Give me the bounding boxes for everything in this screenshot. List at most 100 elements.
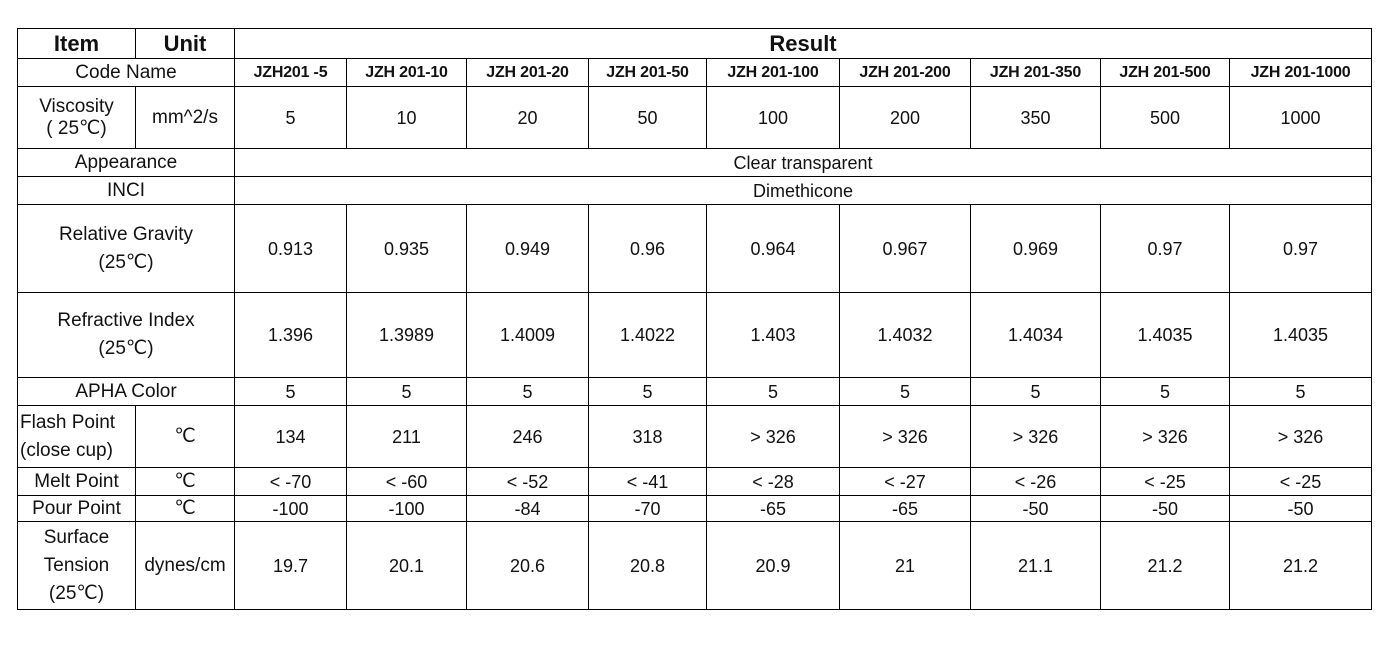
relative-gravity-cell: 0.97 xyxy=(1228,204,1373,293)
melt-point-cell: < -25 xyxy=(1228,467,1373,496)
pour-point-row: Pour Point ℃ -100 -100 -84 -70 -65 -65 -… xyxy=(17,495,1373,522)
pour-point-cell: -70 xyxy=(588,495,707,522)
inci-label: INCI xyxy=(17,176,235,205)
viscosity-cell: 5 xyxy=(234,86,347,149)
pour-point-cell: -50 xyxy=(970,495,1101,522)
flash-point-cell: > 326 xyxy=(1100,405,1230,468)
pour-point-cell: -100 xyxy=(234,495,347,522)
viscosity-label-line2: ( 25℃) xyxy=(46,117,107,139)
viscosity-cell: 50 xyxy=(588,86,707,149)
viscosity-cell: 20 xyxy=(466,86,589,149)
melt-point-label: Melt Point xyxy=(17,467,136,496)
refractive-index-cell: 1.4009 xyxy=(466,292,589,378)
relative-gravity-cell: 0.969 xyxy=(970,204,1101,293)
flash-point-cell: > 326 xyxy=(706,405,840,468)
pour-point-cell: -100 xyxy=(346,495,467,522)
relative-gravity-row: Relative Gravity (25℃) 0.913 0.935 0.949… xyxy=(17,204,1373,293)
surface-tension-cell: 20.8 xyxy=(588,521,707,610)
melt-point-cell: < -25 xyxy=(1100,467,1230,496)
flash-point-cell: 318 xyxy=(588,405,707,468)
appearance-row: Appearance Clear transparent xyxy=(17,148,1373,177)
viscosity-cell: 200 xyxy=(839,86,971,149)
apha-color-cell: 5 xyxy=(970,377,1101,406)
refractive-index-cell: 1.403 xyxy=(706,292,840,378)
refractive-index-row: Refractive Index (25℃) 1.396 1.3989 1.40… xyxy=(17,292,1373,378)
surface-tension-cell: 19.7 xyxy=(234,521,347,610)
refractive-index-cell: 1.396 xyxy=(234,292,347,378)
code-cell: JZH 201-500 xyxy=(1100,58,1230,87)
code-cell: JZH 201-200 xyxy=(839,58,971,87)
code-cell: JZH 201-100 xyxy=(706,58,840,87)
header-unit: Unit xyxy=(135,28,235,59)
melt-point-cell: < -27 xyxy=(839,467,971,496)
relative-gravity-label: Relative Gravity (25℃) xyxy=(17,204,235,293)
flash-point-cell: > 326 xyxy=(839,405,971,468)
code-cell: JZH 201-50 xyxy=(588,58,707,87)
apha-color-cell: 5 xyxy=(1228,377,1373,406)
refractive-index-label-line1: Refractive Index xyxy=(57,310,195,331)
refractive-index-label-line2: (25℃) xyxy=(98,338,154,359)
viscosity-label-line1: Viscosity xyxy=(39,95,114,117)
apha-color-row: APHA Color 5 5 5 5 5 5 5 5 5 xyxy=(17,377,1373,406)
appearance-label: Appearance xyxy=(17,148,235,177)
melt-point-cell: < -26 xyxy=(970,467,1101,496)
surface-tension-label: Surface Tension (25℃) xyxy=(17,521,136,610)
surface-tension-cell: 20.6 xyxy=(466,521,589,610)
viscosity-unit: mm^2/s xyxy=(135,86,235,149)
relative-gravity-cell: 0.913 xyxy=(234,204,347,293)
surface-tension-label-line1: Surface xyxy=(43,526,110,548)
refractive-index-label: Refractive Index (25℃) xyxy=(17,292,235,378)
relative-gravity-cell: 0.949 xyxy=(466,204,589,293)
flash-point-cell: > 326 xyxy=(1228,405,1373,468)
code-cell: JZH 201-1000 xyxy=(1228,58,1373,87)
surface-tension-cell: 20.1 xyxy=(346,521,467,610)
viscosity-cell: 100 xyxy=(706,86,840,149)
melt-point-cell: < -41 xyxy=(588,467,707,496)
melt-point-cell: < -52 xyxy=(466,467,589,496)
refractive-index-cell: 1.4034 xyxy=(970,292,1101,378)
inci-value: Dimethicone xyxy=(233,176,1373,205)
pour-point-label: Pour Point xyxy=(17,495,136,522)
viscosity-cell: 500 xyxy=(1100,86,1230,149)
refractive-index-cell: 1.4035 xyxy=(1228,292,1373,378)
code-cell: JZH 201-10 xyxy=(346,58,467,87)
flash-point-cell: 134 xyxy=(234,405,347,468)
relative-gravity-label-line1: Relative Gravity xyxy=(58,223,194,245)
flash-point-label-line2: (close cup) xyxy=(20,439,113,461)
header-row: Item Unit Result xyxy=(17,28,1373,59)
apha-color-cell: 5 xyxy=(706,377,840,406)
surface-tension-label-line3: (25℃) xyxy=(48,582,105,604)
spec-table: Item Unit Result Code Name JZH201 -5 JZH… xyxy=(17,28,1373,610)
surface-tension-row: Surface Tension (25℃) dynes/cm 19.7 20.1… xyxy=(17,521,1373,610)
pour-point-cell: -50 xyxy=(1228,495,1373,522)
viscosity-cell: 350 xyxy=(970,86,1101,149)
pour-point-cell: -65 xyxy=(706,495,840,522)
viscosity-cell: 1000 xyxy=(1228,86,1373,149)
apha-color-cell: 5 xyxy=(234,377,347,406)
viscosity-cell: 10 xyxy=(346,86,467,149)
code-cell: JZH 201-350 xyxy=(970,58,1101,87)
relative-gravity-cell: 0.967 xyxy=(839,204,971,293)
melt-point-row: Melt Point ℃ < -70 < -60 < -52 < -41 < -… xyxy=(17,467,1373,496)
pour-point-unit: ℃ xyxy=(135,495,235,522)
relative-gravity-cell: 0.935 xyxy=(346,204,467,293)
header-result: Result xyxy=(233,28,1373,59)
pour-point-cell: -65 xyxy=(839,495,971,522)
refractive-index-cell: 1.4035 xyxy=(1100,292,1230,378)
apha-color-cell: 5 xyxy=(346,377,467,406)
refractive-index-cell: 1.4022 xyxy=(588,292,707,378)
pour-point-cell: -84 xyxy=(466,495,589,522)
relative-gravity-cell: 0.964 xyxy=(706,204,840,293)
surface-tension-cell: 20.9 xyxy=(706,521,840,610)
apha-color-cell: 5 xyxy=(839,377,971,406)
flash-point-label-line1: Flash Point xyxy=(20,411,116,433)
apha-color-cell: 5 xyxy=(1100,377,1230,406)
melt-point-unit: ℃ xyxy=(135,467,235,496)
surface-tension-unit: dynes/cm xyxy=(135,521,235,610)
apha-color-label: APHA Color xyxy=(17,377,235,406)
surface-tension-cell: 21.2 xyxy=(1100,521,1230,610)
flash-point-cell: 211 xyxy=(346,405,467,468)
apha-color-cell: 5 xyxy=(466,377,589,406)
surface-tension-label-line2: Tension xyxy=(43,554,110,576)
relative-gravity-cell: 0.96 xyxy=(588,204,707,293)
